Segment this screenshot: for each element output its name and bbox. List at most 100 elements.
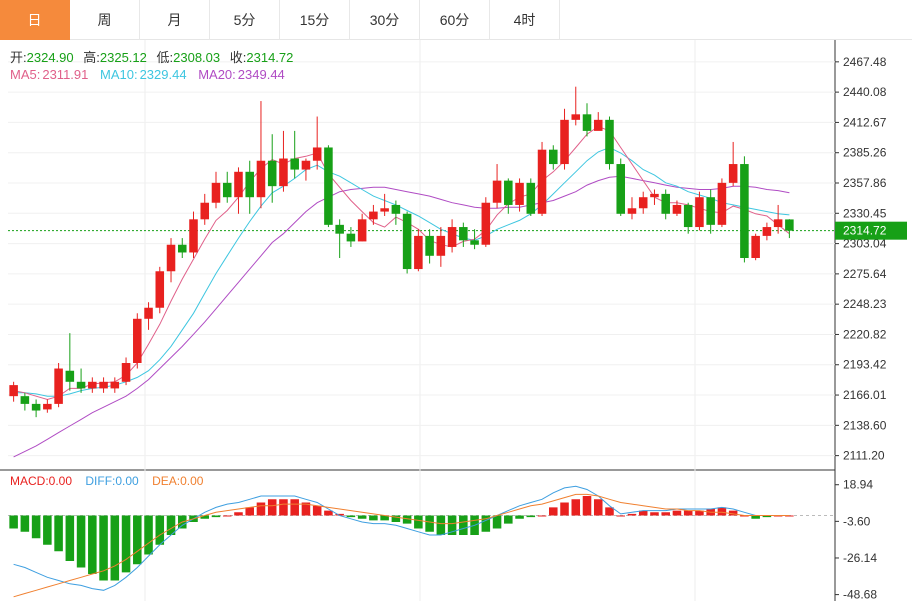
macd-bar bbox=[751, 515, 760, 519]
candle-body bbox=[549, 149, 558, 165]
price-tick-label: 2220.82 bbox=[843, 327, 887, 341]
macd-bar bbox=[121, 515, 131, 573]
candle bbox=[133, 313, 142, 369]
macd-bar bbox=[762, 515, 772, 518]
macd-bar bbox=[526, 515, 536, 518]
candle-body bbox=[391, 204, 401, 214]
macd-bar bbox=[593, 499, 603, 516]
macd-bar bbox=[88, 515, 97, 574]
macd-bar bbox=[31, 515, 41, 539]
candle-body bbox=[661, 193, 670, 214]
macd-bar bbox=[335, 513, 344, 516]
macd-bar bbox=[312, 505, 322, 516]
macd-bar bbox=[650, 512, 659, 516]
tab-day[interactable]: 日 bbox=[0, 0, 70, 40]
macd-bar bbox=[616, 515, 626, 517]
candle bbox=[346, 227, 356, 247]
candle-body bbox=[695, 197, 704, 228]
candle bbox=[470, 229, 479, 250]
candle bbox=[526, 178, 536, 216]
candle-body bbox=[560, 119, 569, 165]
candle-body bbox=[31, 403, 41, 411]
macd-tick-label: -26.14 bbox=[843, 551, 877, 565]
candle-body bbox=[346, 233, 356, 242]
tab-month[interactable]: 月 bbox=[140, 0, 210, 40]
macd-bar bbox=[65, 515, 75, 561]
candle-body bbox=[627, 208, 637, 214]
candle-body bbox=[728, 164, 738, 183]
macd-bar bbox=[234, 512, 243, 516]
high-value: 2325.12 bbox=[100, 50, 147, 65]
macd-bar bbox=[414, 515, 423, 529]
svg-text:MACD:0.00 DIFF:0.00: MACD:0.00 DIFF:0.00 DEA:0.00 bbox=[10, 474, 204, 488]
candle bbox=[650, 189, 659, 205]
low-label: 低: bbox=[157, 50, 174, 65]
candle bbox=[99, 377, 108, 393]
kline-chart[interactable]: 2467.48 2440.08 2412.67 2385.26 2357.86 2330.… bbox=[0, 40, 912, 601]
macd-bar bbox=[155, 515, 165, 545]
candle-body bbox=[279, 158, 288, 187]
candle bbox=[290, 130, 299, 179]
macd-bar bbox=[515, 515, 524, 519]
moving-average-lines bbox=[13, 125, 790, 458]
tab-15min[interactable]: 15分 bbox=[280, 0, 350, 40]
close-value: 2314.72 bbox=[246, 50, 293, 65]
ma10-line bbox=[13, 146, 790, 397]
candle bbox=[425, 229, 434, 264]
candle-body bbox=[312, 147, 322, 161]
macd-bar bbox=[200, 515, 210, 519]
candle bbox=[706, 189, 715, 234]
macd-bar bbox=[717, 507, 727, 516]
current-price-label: 2314.72 bbox=[843, 224, 887, 238]
candle bbox=[762, 222, 772, 241]
macd-bar bbox=[99, 515, 108, 581]
candle-body bbox=[189, 219, 198, 253]
candle-body bbox=[436, 235, 446, 256]
ma20-line bbox=[13, 175, 790, 458]
candle bbox=[504, 178, 513, 214]
candle bbox=[65, 333, 75, 391]
candle-body bbox=[335, 224, 344, 234]
candle bbox=[256, 101, 266, 209]
candle bbox=[391, 200, 401, 225]
candle bbox=[515, 178, 524, 212]
price-tick-label: 2303.04 bbox=[843, 237, 887, 251]
macd-bar bbox=[110, 515, 120, 581]
candle-body bbox=[357, 219, 367, 242]
price-tick-label: 2166.01 bbox=[843, 388, 887, 402]
chart-grid bbox=[0, 40, 836, 601]
candle-body bbox=[144, 307, 153, 319]
candle-body bbox=[211, 182, 221, 203]
candle bbox=[683, 202, 693, 234]
ma20-label: MA20: bbox=[198, 67, 236, 82]
tab-5min[interactable]: 5分 bbox=[210, 0, 280, 40]
candle-body bbox=[133, 318, 142, 363]
candle-body bbox=[751, 235, 760, 258]
candle bbox=[627, 197, 637, 220]
ma10-value: 2329.44 bbox=[140, 67, 187, 82]
macd-bar bbox=[211, 515, 221, 518]
tab-4hour[interactable]: 4时 bbox=[490, 0, 560, 40]
candle bbox=[459, 222, 468, 247]
open-label: 开: bbox=[10, 50, 27, 65]
candle bbox=[43, 399, 52, 413]
candle bbox=[773, 204, 783, 234]
macd-bar bbox=[402, 515, 412, 524]
tab-30min[interactable]: 30分 bbox=[350, 0, 420, 40]
candle-body bbox=[785, 219, 794, 231]
macd-bar bbox=[391, 515, 401, 522]
period-tabs: 日 周 月 5分 15分 30分 60分 4时 bbox=[0, 0, 912, 40]
price-tick-label: 2193.42 bbox=[843, 358, 887, 372]
candle-body bbox=[616, 164, 626, 214]
candle-body bbox=[605, 119, 614, 165]
candle bbox=[717, 178, 727, 228]
candle bbox=[312, 116, 322, 170]
ma20-value: 2349.44 bbox=[238, 67, 285, 82]
candle-body bbox=[155, 271, 165, 308]
macd-bar bbox=[425, 515, 434, 532]
tab-week[interactable]: 周 bbox=[70, 0, 140, 40]
candle bbox=[436, 227, 446, 267]
candle bbox=[144, 302, 153, 330]
tab-60min[interactable]: 60分 bbox=[420, 0, 490, 40]
macd-bar bbox=[672, 510, 682, 516]
